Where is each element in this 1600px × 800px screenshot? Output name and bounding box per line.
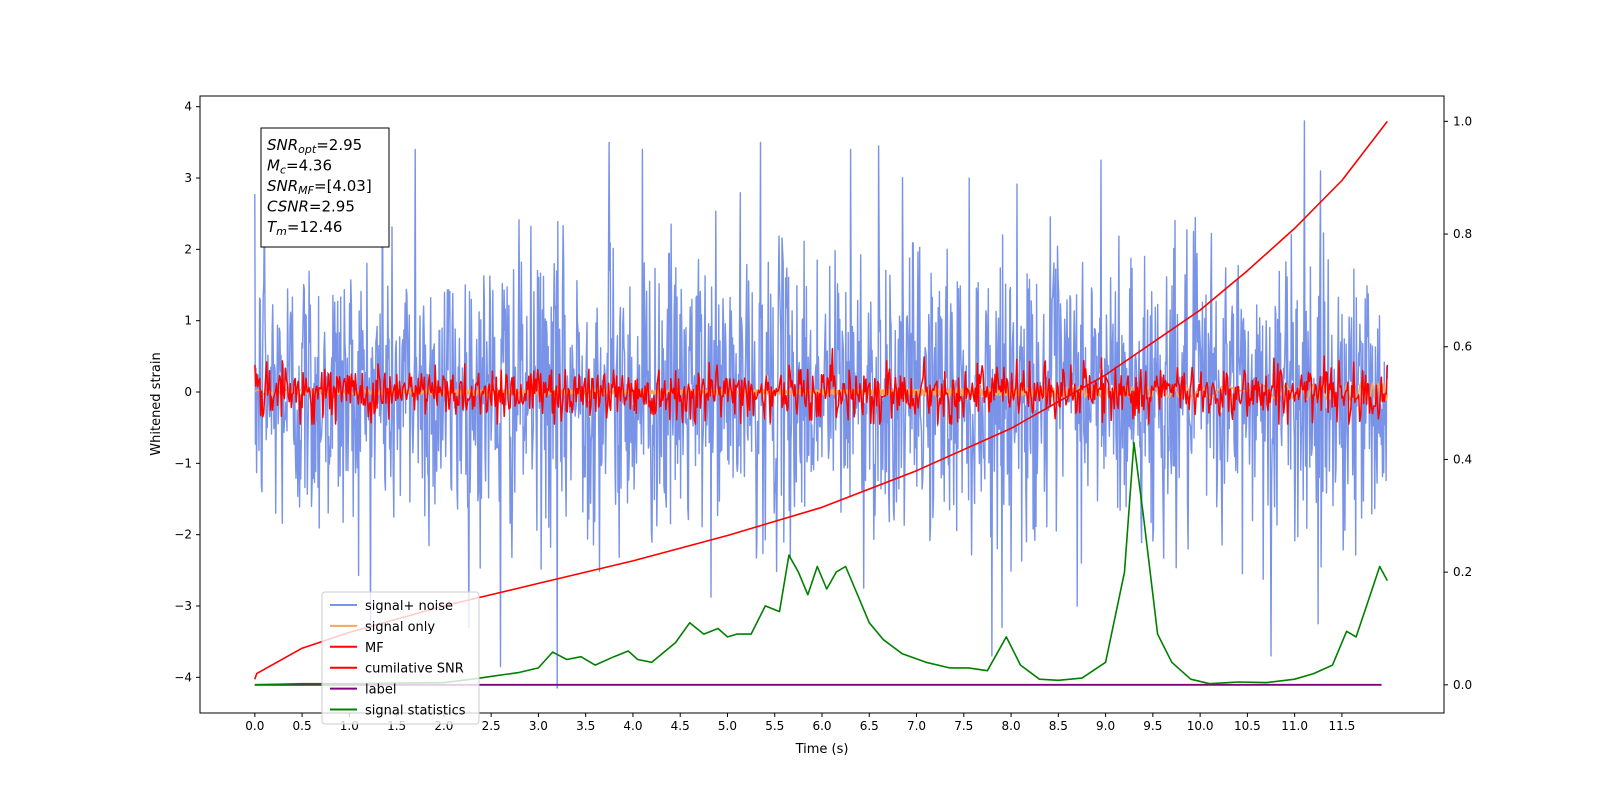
annotation-line: SNRMF=[4.03]	[267, 177, 372, 197]
x-tick-label: 0.0	[245, 719, 264, 733]
legend-label: signal only	[365, 620, 435, 635]
annotation-line: Mc=4.36	[267, 157, 332, 177]
x-tick-label: 8.0	[1002, 719, 1021, 733]
annotation-line: Tm=12.46	[267, 218, 342, 238]
x-tick-label: 6.0	[812, 719, 831, 733]
y-left-tick-label: −2	[174, 528, 192, 542]
x-tick-label: 3.0	[529, 719, 548, 733]
x-tick-label: 5.5	[765, 719, 784, 733]
x-tick-label: 0.5	[293, 719, 312, 733]
y-left-tick-label: −1	[174, 456, 192, 470]
x-tick-label: 9.0	[1096, 719, 1115, 733]
y-left-tick-label: −3	[174, 599, 192, 613]
y-right-tick-label: 0.2	[1453, 565, 1472, 579]
y-left-tick-label: 2	[184, 242, 192, 256]
y-right-tick-label: 0.4	[1453, 452, 1472, 466]
x-tick-label: 8.5	[1049, 719, 1068, 733]
legend-label: signal+ noise	[365, 599, 453, 614]
x-tick-label: 11.0	[1281, 719, 1308, 733]
x-tick-label: 9.5	[1143, 719, 1162, 733]
legend-label: label	[365, 683, 396, 698]
annotation-frame	[260, 127, 390, 248]
y-right-tick-label: 0.8	[1453, 227, 1472, 241]
legend-label: signal statistics	[365, 704, 466, 719]
x-tick-label: 7.0	[907, 719, 926, 733]
y-left-tick-label: 0	[184, 385, 192, 399]
legend: signal+ noise signal only MF cumilative SNR…	[321, 591, 480, 725]
x-tick-label: 11.5	[1329, 719, 1356, 733]
annotation-line: CSNR=2.95	[267, 198, 355, 216]
x-tick-label: 4.0	[623, 719, 642, 733]
y-left-tick-label: 3	[184, 171, 192, 185]
x-tick-label: 5.0	[718, 719, 737, 733]
series-signal-statistics	[254, 441, 1389, 686]
y-left-tick-label: −4	[174, 670, 192, 684]
y-left-tick-label: 1	[184, 314, 192, 328]
x-tick-label: 10.5	[1234, 719, 1261, 733]
y-right-tick-label: 0.0	[1453, 678, 1472, 692]
x-tick-label: 3.5	[576, 719, 595, 733]
x-tick-label: 7.5	[954, 719, 973, 733]
x-tick-label: 2.5	[482, 719, 501, 733]
annotation-line: SNRopt=2.95	[267, 136, 362, 156]
x-tick-label: 4.5	[671, 719, 690, 733]
legend-label: MF	[365, 641, 384, 656]
legend-frame	[321, 591, 480, 725]
y-axis-left: −4 −3 −2 −1 0 1 2 3 4	[174, 100, 200, 684]
y-right-tick-label: 0.6	[1453, 340, 1472, 354]
y-right-tick-label: 1.0	[1453, 114, 1472, 128]
y-axis-right: 0.0 0.2 0.4 0.6 0.8 1.0	[1444, 114, 1472, 692]
y-left-tick-label: 4	[184, 100, 192, 114]
x-tick-label: 10.0	[1187, 719, 1214, 733]
x-axis-label: Time (s)	[795, 742, 849, 757]
x-tick-label: 6.5	[860, 719, 879, 733]
series-mf	[254, 347, 1389, 425]
y-axis-label: Whitened strain	[149, 352, 164, 455]
legend-label: cumilative SNR	[365, 662, 464, 677]
